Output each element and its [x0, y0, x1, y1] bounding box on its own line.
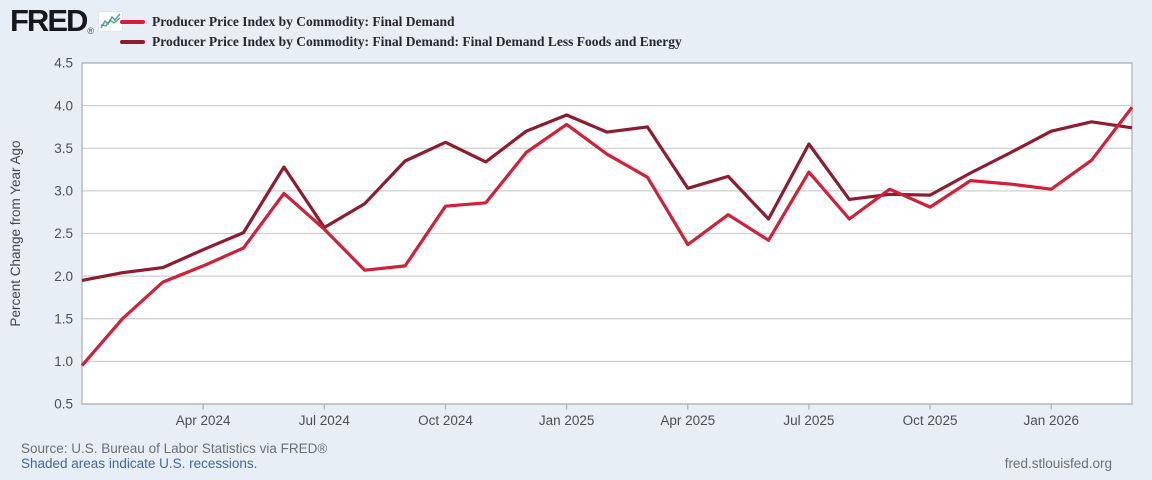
svg-text:0.5: 0.5 [54, 397, 73, 412]
svg-text:4.5: 4.5 [54, 56, 73, 71]
svg-text:Apr 2024: Apr 2024 [176, 413, 231, 428]
fred-site-url[interactable]: fred.stlouisfed.org [1004, 456, 1112, 471]
svg-text:Oct 2025: Oct 2025 [903, 413, 958, 428]
svg-text:2.5: 2.5 [54, 226, 73, 241]
fred-logo[interactable]: FRED ® [10, 3, 124, 38]
chart-legend: Producer Price Index by Commodity: Final… [120, 12, 682, 52]
legend-item[interactable]: Producer Price Index by Commodity: Final… [120, 32, 682, 52]
svg-text:3.0: 3.0 [54, 184, 73, 199]
svg-text:Jul 2024: Jul 2024 [299, 413, 351, 428]
registered-mark: ® [87, 26, 95, 36]
x-axis-ticks [202, 404, 1052, 410]
y-axis-title: Percent Change from Year Ago [8, 140, 23, 326]
legend-series-label: Producer Price Index by Commodity: Final… [152, 34, 682, 49]
series-line[interactable] [81, 113, 1133, 282]
recessions-note-link[interactable]: Shaded areas indicate U.S. recessions. [21, 456, 258, 471]
ppi-line-chart[interactable]: 0.5 1.0 1.5 2.0 2.5 3.0 3.5 4.0 4.5 Apr 2024 Jul 2… [0, 0, 1152, 445]
legend-series-label: Producer Price Index by Commodity: Final… [152, 14, 455, 29]
x-axis-labels: Apr 2024 Jul 2024 Oct 2024 Jan 2025 Apr 2025… [176, 413, 1079, 428]
svg-text:Oct 2024: Oct 2024 [418, 413, 473, 428]
svg-text:Jan 2025: Jan 2025 [539, 413, 595, 428]
plot-border [81, 62, 1133, 405]
svg-text:2.0: 2.0 [54, 269, 73, 284]
svg-text:4.0: 4.0 [54, 98, 73, 113]
svg-text:Jul 2025: Jul 2025 [783, 413, 834, 428]
fred-logo-text: FRED [10, 3, 88, 38]
svg-text:3.5: 3.5 [54, 141, 73, 156]
series-line[interactable] [81, 106, 1133, 367]
legend-swatch [120, 40, 145, 44]
svg-text:Jan 2026: Jan 2026 [1023, 413, 1079, 428]
svg-text:Apr 2025: Apr 2025 [660, 413, 715, 428]
source-attribution: Source: U.S. Bureau of Labor Statistics … [21, 441, 328, 456]
legend-item[interactable]: Producer Price Index by Commodity: Final… [120, 12, 682, 32]
legend-swatch [120, 20, 145, 24]
y-axis-labels: 0.5 1.0 1.5 2.0 2.5 3.0 3.5 4.0 4.5 [54, 56, 73, 412]
svg-text:1.5: 1.5 [54, 311, 73, 326]
svg-text:1.0: 1.0 [54, 354, 73, 369]
